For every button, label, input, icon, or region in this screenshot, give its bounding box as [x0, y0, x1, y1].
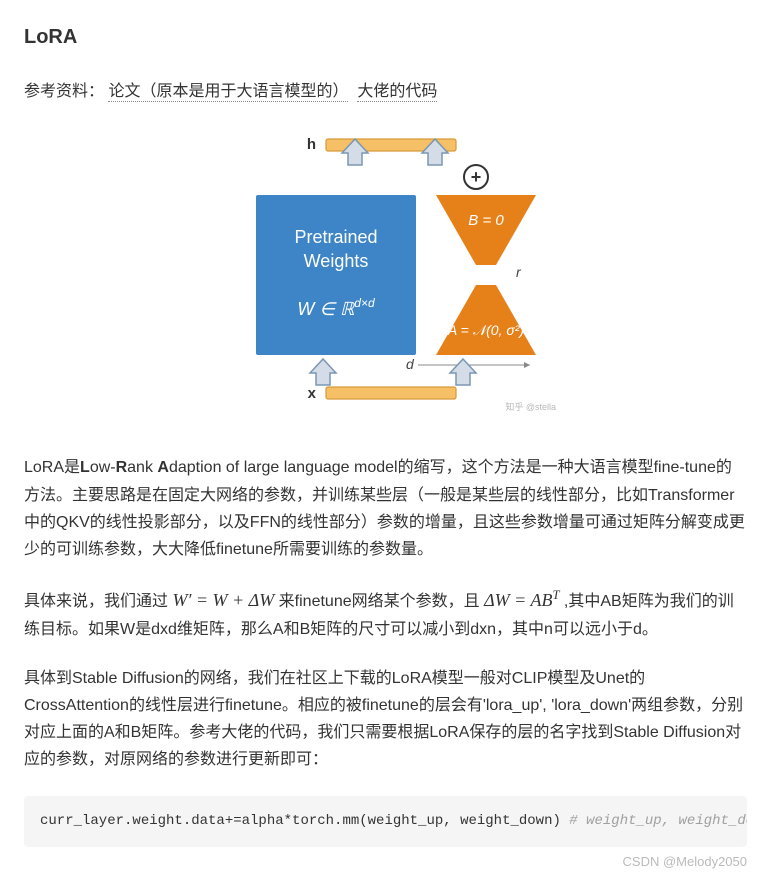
svg-text:+: + [470, 167, 481, 187]
svg-text:Weights: Weights [303, 251, 368, 271]
paper-link[interactable]: 论文（原本是用于大语言模型的） [108, 83, 348, 102]
svg-text:x: x [307, 385, 316, 402]
code-link[interactable]: 大佬的代码 [357, 83, 437, 102]
svg-text:B = 0: B = 0 [468, 212, 504, 229]
paragraph-2: 具体来说，我们通过 W′ = W + ΔW 来finetune网络某个参数，且 … [24, 585, 747, 643]
code-block: curr_layer.weight.data+=alpha*torch.mm(w… [24, 796, 747, 848]
svg-text:d: d [406, 356, 415, 372]
ref-label: 参考资料： [24, 83, 104, 100]
paragraph-3: 具体到Stable Diffusion的网络，我们在社区上下载的LoRA模型一般… [24, 665, 747, 774]
svg-text:知乎 @stella: 知乎 @stella [505, 401, 556, 412]
code-comment: # weight_up, weight_dow [569, 813, 747, 829]
page-title: LoRA [24, 20, 747, 54]
svg-text:r: r [516, 264, 522, 280]
reference-line: 参考资料： 论文（原本是用于大语言模型的） 大佬的代码 [24, 78, 747, 105]
code-text: curr_layer.weight.data+=alpha*torch.mm(w… [40, 813, 569, 829]
svg-text:Pretrained: Pretrained [294, 227, 377, 247]
svg-text:A = 𝒩(0, σ²): A = 𝒩(0, σ²) [446, 322, 523, 338]
svg-text:h: h [306, 136, 315, 153]
paragraph-1: LoRA是Low-Rank Adaption of large language… [24, 454, 747, 563]
lora-diagram: h + Pretrained Weights W ∈ ℝd×d B = 0 r … [24, 125, 747, 424]
